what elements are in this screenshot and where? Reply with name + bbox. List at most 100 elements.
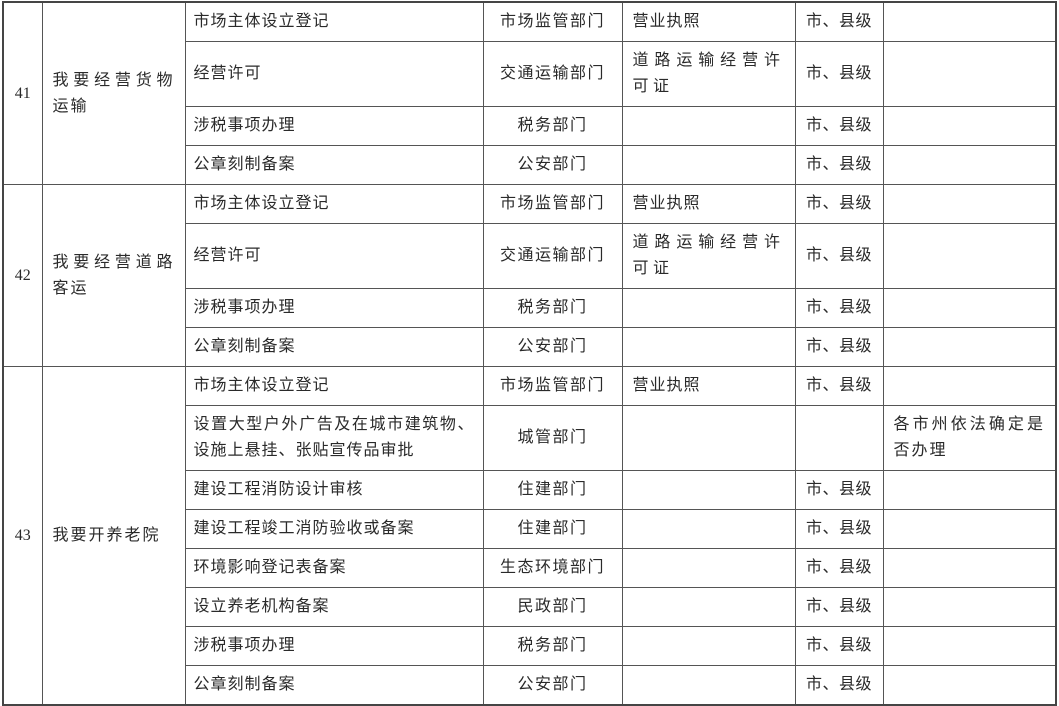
cell-item-name: 公章刻制备案	[184, 145, 484, 185]
cell-item-name: 设立养老机构备案	[184, 587, 484, 627]
cell-result	[621, 509, 796, 549]
cell-result: 营业执照	[621, 366, 796, 406]
cell-result	[621, 587, 796, 627]
cell-result	[621, 405, 796, 471]
cell-level: 市、县级	[794, 665, 884, 706]
cell-department: 城管部门	[482, 405, 623, 471]
table-row: 43 我要开养老院 市场主体设立登记 市场监管部门 营业执照 市、县级	[2, 366, 1057, 706]
cell-note	[882, 509, 1057, 549]
table-row: 涉税事项办理 税务部门 市、县级	[3, 626, 1057, 666]
table-row: 经营许可 交通运输部门 道路运输经营许可证 市、县级	[3, 223, 1057, 289]
cell-result: 营业执照	[621, 184, 796, 224]
table-row: 公章刻制备案 公安部门 市、县级	[3, 145, 1057, 185]
cell-department: 公安部门	[482, 327, 623, 367]
cell-note	[882, 1, 1057, 42]
cell-group-scenario: 我要经营道路客运	[41, 184, 186, 367]
cell-item-name: 公章刻制备案	[184, 327, 484, 367]
cell-note	[882, 223, 1057, 289]
cell-department: 交通运输部门	[482, 41, 623, 107]
cell-item-name: 设置大型户外广告及在城市建筑物、设施上悬挂、张贴宣传品审批	[184, 405, 484, 471]
cell-result	[621, 145, 796, 185]
cell-level: 市、县级	[794, 366, 884, 406]
cell-item-name: 环境影响登记表备案	[184, 548, 484, 588]
cell-note	[882, 548, 1057, 588]
cell-group-number: 43	[2, 366, 43, 706]
table-row: 设置大型户外广告及在城市建筑物、设施上悬挂、张贴宣传品审批 城管部门 各市州依法确定…	[3, 405, 1057, 471]
cell-note	[882, 470, 1057, 510]
table-row: 经营许可 交通运输部门 道路运输经营许可证 市、县级	[3, 41, 1057, 107]
cell-note	[882, 184, 1057, 224]
cell-group-scenario: 我要开养老院	[41, 366, 186, 706]
cell-note	[882, 288, 1057, 328]
table-row: 涉税事项办理 税务部门 市、县级	[3, 106, 1057, 146]
cell-item-name: 涉税事项办理	[184, 106, 484, 146]
cell-group-number: 42	[2, 184, 43, 367]
cell-note	[882, 41, 1057, 107]
table-row: 涉税事项办理 税务部门 市、县级	[3, 288, 1057, 328]
cell-level: 市、县级	[794, 223, 884, 289]
cell-department: 税务部门	[482, 626, 623, 666]
cell-item-name: 建设工程消防设计审核	[184, 470, 484, 510]
cell-item-name: 市场主体设立登记	[184, 366, 484, 406]
cell-result	[621, 470, 796, 510]
table-row: 环境影响登记表备案 生态环境部门 市、县级	[3, 548, 1057, 588]
cell-result: 道路运输经营许可证	[621, 41, 796, 107]
cell-level: 市、县级	[794, 145, 884, 185]
cell-note	[882, 665, 1057, 706]
cell-note	[882, 106, 1057, 146]
cell-level: 市、县级	[794, 626, 884, 666]
cell-item-name: 建设工程竣工消防验收或备案	[184, 509, 484, 549]
cell-department: 住建部门	[482, 470, 623, 510]
cell-item-name: 经营许可	[184, 223, 484, 289]
cell-item-name: 涉税事项办理	[184, 288, 484, 328]
cell-item-name: 公章刻制备案	[184, 665, 484, 706]
cell-note	[882, 145, 1057, 185]
cell-level: 市、县级	[794, 106, 884, 146]
cell-group-scenario: 我要经营货物运输	[41, 1, 186, 185]
cell-department: 税务部门	[482, 288, 623, 328]
cell-department: 公安部门	[482, 145, 623, 185]
cell-department: 税务部门	[482, 106, 623, 146]
table-row: 41 我要经营货物运输 市场主体设立登记 市场监管部门 营业执照 市、县级	[2, 1, 1057, 185]
cell-department: 市场监管部门	[482, 184, 623, 224]
cell-department: 住建部门	[482, 509, 623, 549]
cell-result: 道路运输经营许可证	[621, 223, 796, 289]
cell-item-name: 市场主体设立登记	[184, 184, 484, 224]
cell-level: 市、县级	[794, 548, 884, 588]
cell-department: 民政部门	[482, 587, 623, 627]
cell-note	[882, 366, 1057, 406]
cell-level: 市、县级	[794, 327, 884, 367]
cell-level: 市、县级	[794, 41, 884, 107]
cell-level: 市、县级	[794, 470, 884, 510]
cell-department: 市场监管部门	[482, 1, 623, 42]
cell-result	[621, 626, 796, 666]
cell-result	[621, 288, 796, 328]
cell-department: 市场监管部门	[482, 366, 623, 406]
cell-result	[621, 548, 796, 588]
cell-department: 交通运输部门	[482, 223, 623, 289]
cell-group-number: 41	[2, 1, 43, 185]
cell-note	[882, 587, 1057, 627]
cell-department: 公安部门	[482, 665, 623, 706]
cell-level: 市、县级	[794, 587, 884, 627]
cell-result	[621, 106, 796, 146]
cell-result	[621, 665, 796, 706]
cell-level: 市、县级	[794, 509, 884, 549]
cell-item-name: 涉税事项办理	[184, 626, 484, 666]
cell-result	[621, 327, 796, 367]
cell-level: 市、县级	[794, 1, 884, 42]
cell-note	[882, 327, 1057, 367]
cell-note	[882, 626, 1057, 666]
cell-level: 市、县级	[794, 288, 884, 328]
cell-level: 市、县级	[794, 184, 884, 224]
cell-result: 营业执照	[621, 1, 796, 42]
cell-note: 各市州依法确定是否办理	[882, 405, 1057, 471]
cell-item-name: 经营许可	[184, 41, 484, 107]
cell-level	[794, 405, 884, 471]
table-row: 建设工程竣工消防验收或备案 住建部门 市、县级	[3, 509, 1057, 549]
cell-item-name: 市场主体设立登记	[184, 1, 484, 42]
cell-department: 生态环境部门	[482, 548, 623, 588]
